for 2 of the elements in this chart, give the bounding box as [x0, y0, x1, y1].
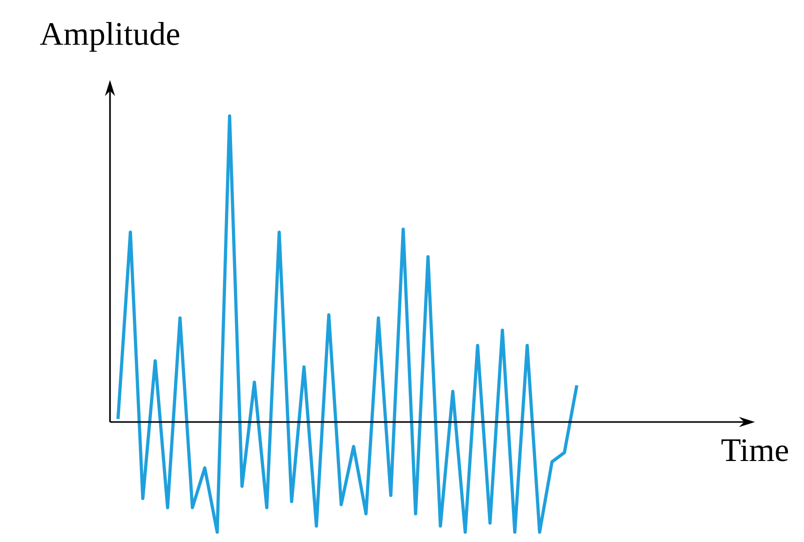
- y-axis-title: Amplitude: [40, 22, 180, 52]
- x-axis-title: Time: [721, 439, 788, 462]
